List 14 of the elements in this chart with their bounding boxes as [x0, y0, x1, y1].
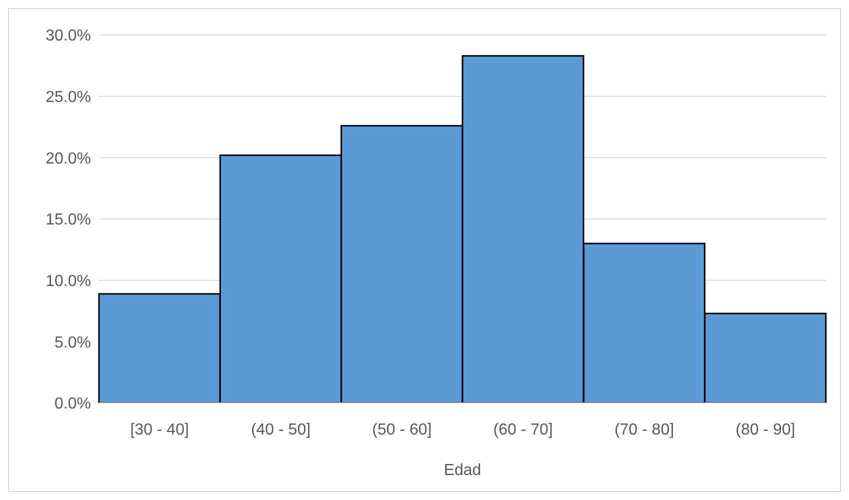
x-tick-label: (70 - 80]: [614, 421, 674, 438]
x-tick-label: (60 - 70]: [493, 421, 553, 438]
x-axis-title: Edad: [444, 462, 482, 479]
y-tick-label: 20.0%: [46, 150, 91, 168]
y-tick-label: 5.0%: [54, 334, 91, 352]
y-tick-label: 25.0%: [46, 89, 91, 106]
y-tick-label: 0.0%: [54, 396, 91, 413]
y-tick-label: 15.0%: [46, 212, 91, 229]
x-tick-label: (80 - 90]: [736, 421, 796, 438]
x-tick-label: (40 - 50]: [250, 421, 311, 438]
y-tick-label: 30.0%: [46, 28, 91, 45]
x-tick-label: (50 - 60]: [372, 421, 432, 438]
y-tick-label: 10.0%: [46, 273, 91, 290]
x-tick-label: [30 - 40]: [130, 421, 189, 438]
